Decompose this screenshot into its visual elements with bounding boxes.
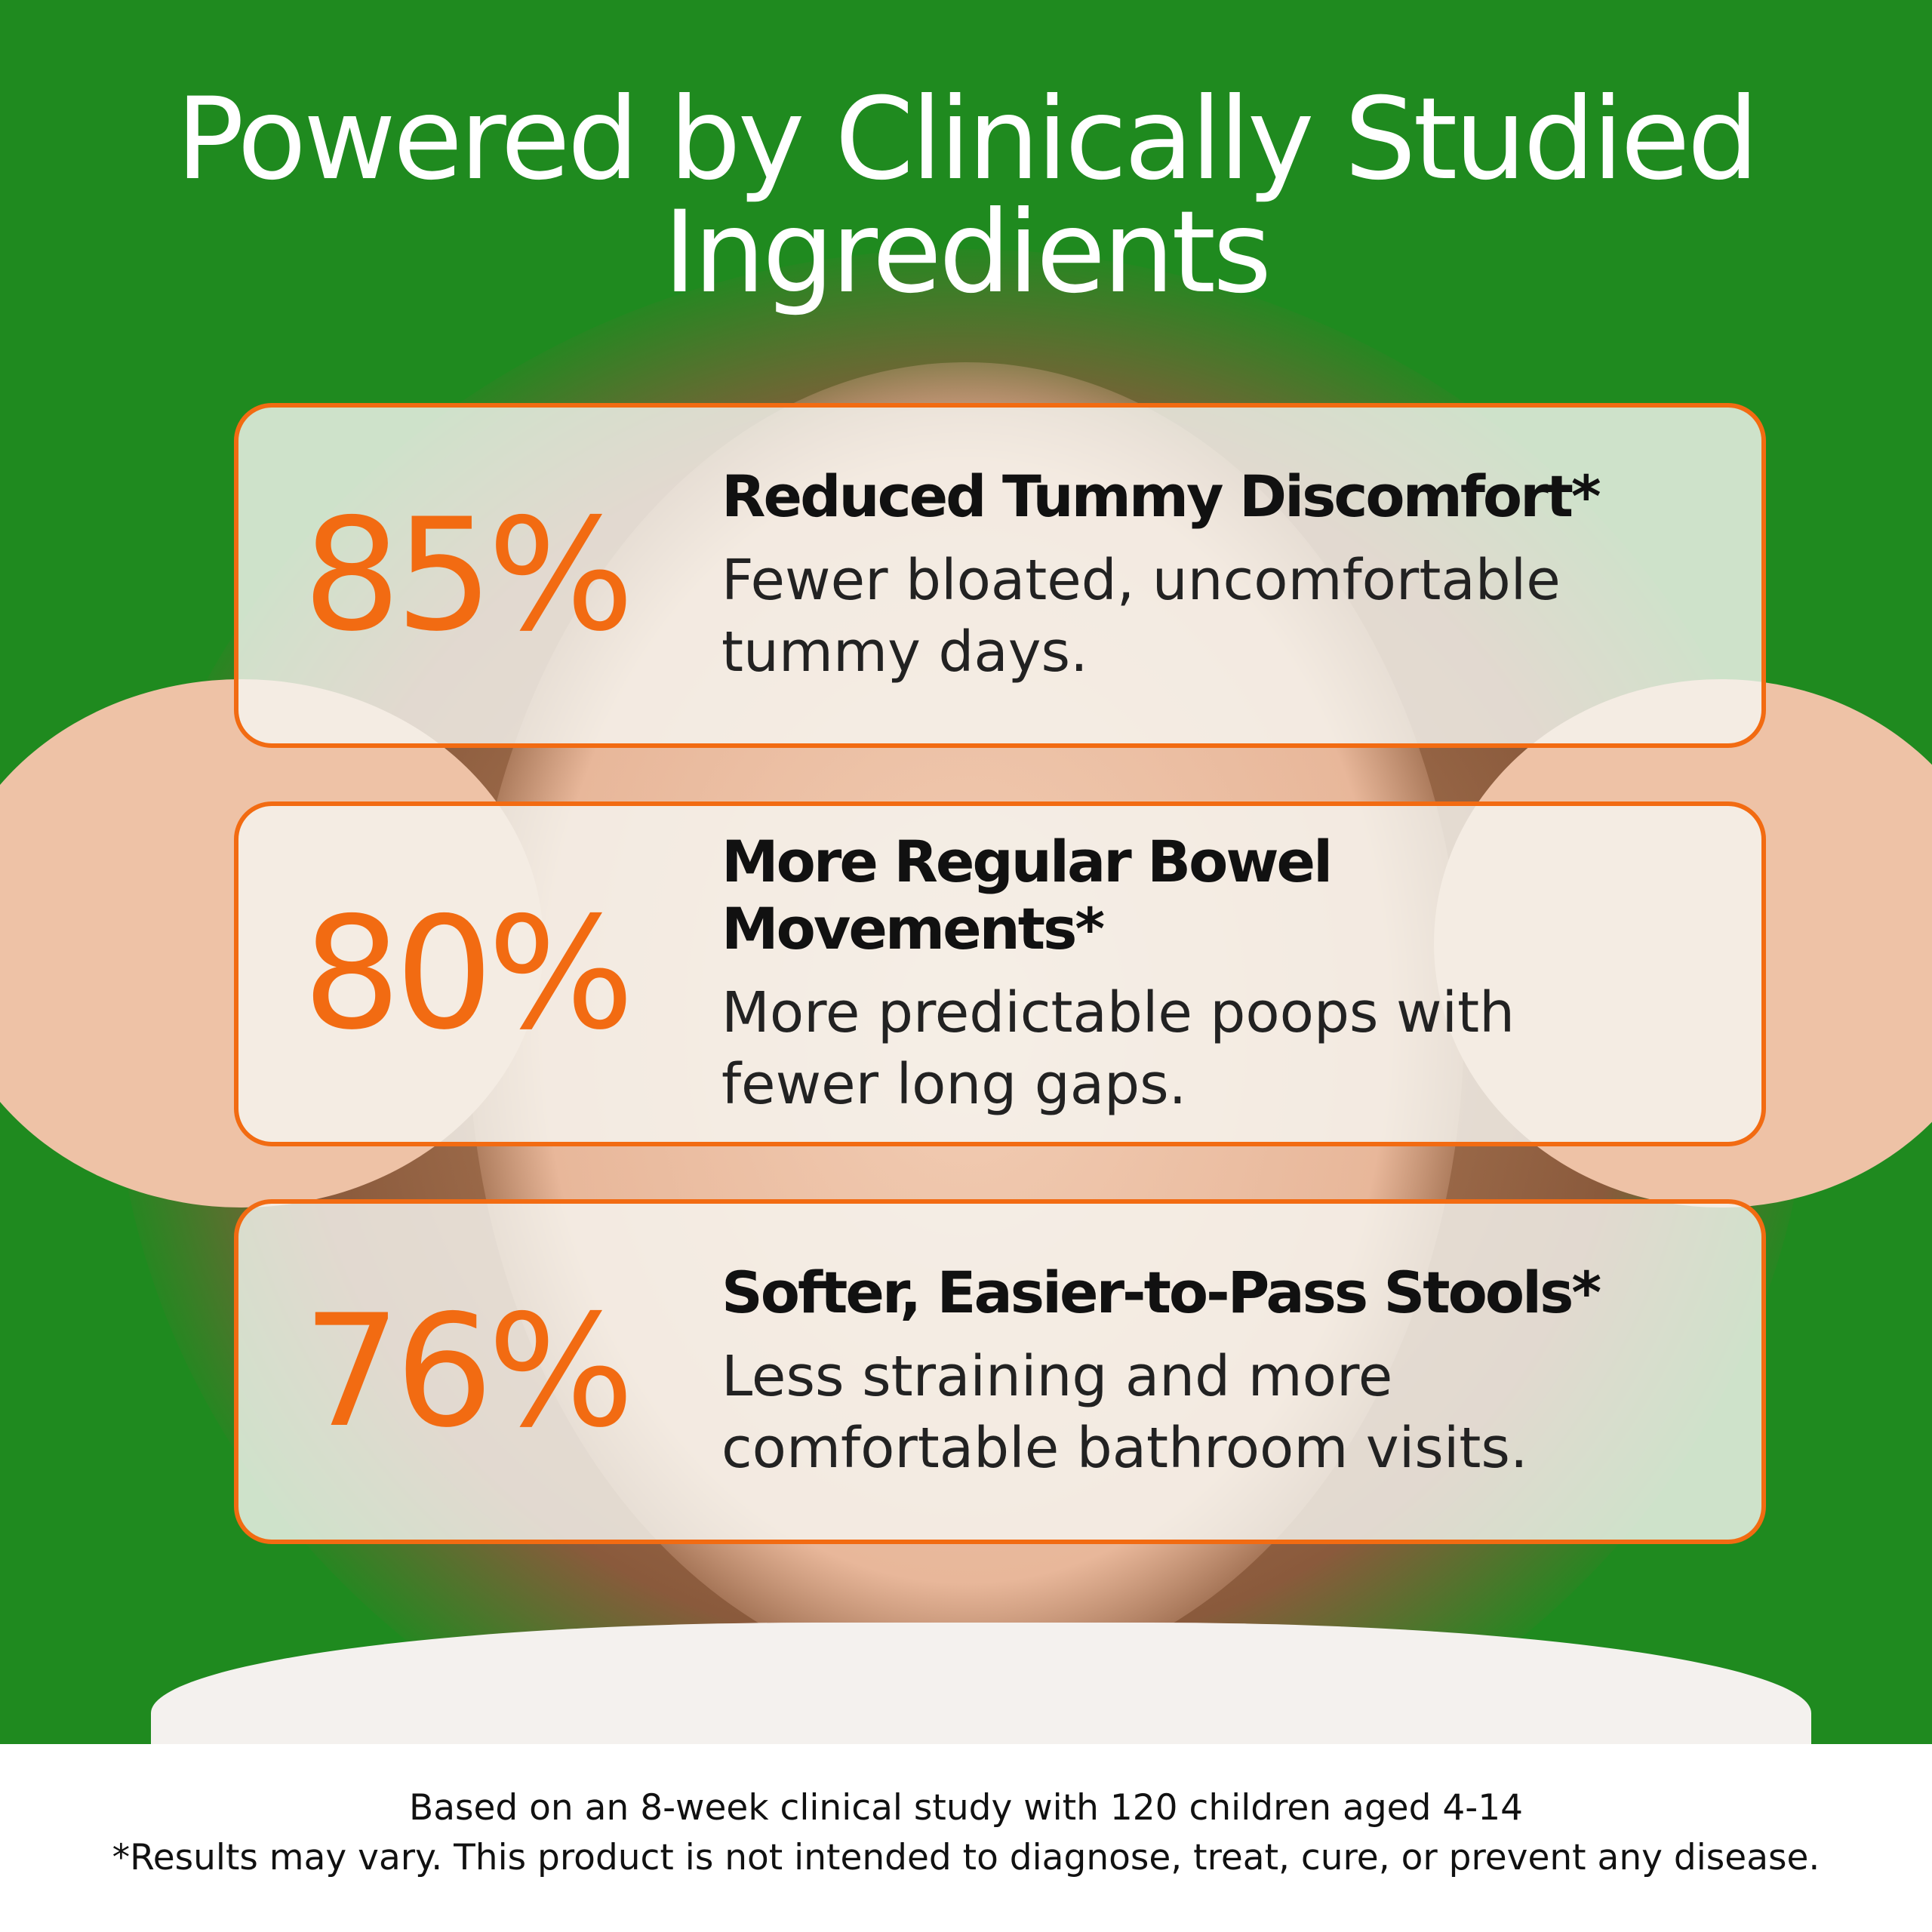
stat: 85% <box>303 485 635 666</box>
card-body: More predictable poops with fewer long g… <box>721 980 1515 1117</box>
stat: 80% <box>303 884 635 1064</box>
card-body: Fewer bloated, uncomfortable tummy days. <box>721 548 1561 685</box>
stat-card: 80% More Regular Bowel Movements* More pr… <box>234 801 1766 1146</box>
footer-line: *Results may vary. This product is not i… <box>112 1837 1820 1878</box>
stat-card: 76% Softer, Easier-to-Pass Stools* Less s… <box>234 1199 1766 1544</box>
footer: Based on an 8-week clinical study with 1… <box>0 1744 1932 1932</box>
card-heading: More Regular Bowel Movements* <box>721 827 1333 962</box>
title: Powered by Clinically Studied Ingredient… <box>176 74 1759 318</box>
card-heading: Reduced Tummy Discomfort* <box>721 463 1601 530</box>
card-body: Less straining and more comfortable bath… <box>721 1344 1528 1481</box>
stat-card: 85% Reduced Tummy Discomfort* Fewer bloat… <box>234 403 1766 748</box>
stat: 76% <box>303 1281 635 1462</box>
footer-line: Based on an 8-week clinical study with 1… <box>408 1787 1524 1829</box>
card-heading: Softer, Easier-to-Pass Stools* <box>721 1259 1601 1326</box>
